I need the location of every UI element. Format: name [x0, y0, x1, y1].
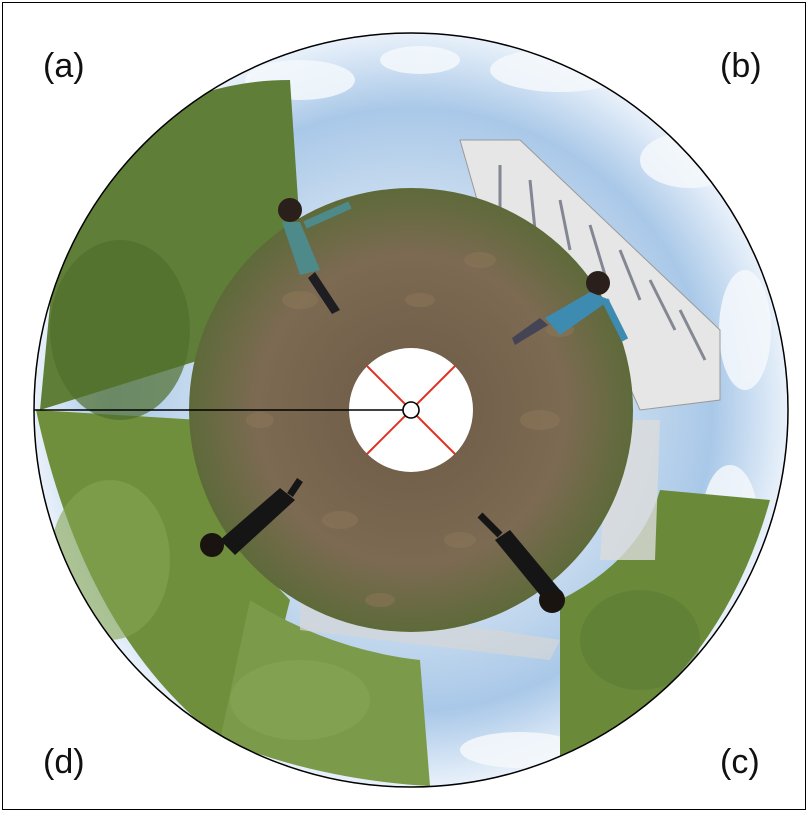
- person-d: [200, 478, 303, 557]
- person-c: [477, 512, 565, 613]
- person-b: [512, 271, 629, 345]
- panel-label-c: (c): [720, 743, 760, 781]
- panel-label-d: (d): [43, 743, 85, 781]
- center-point: [402, 401, 420, 419]
- panel-label-a: (a): [43, 47, 85, 85]
- person-a: [278, 198, 352, 314]
- panel-label-b: (b): [720, 47, 762, 85]
